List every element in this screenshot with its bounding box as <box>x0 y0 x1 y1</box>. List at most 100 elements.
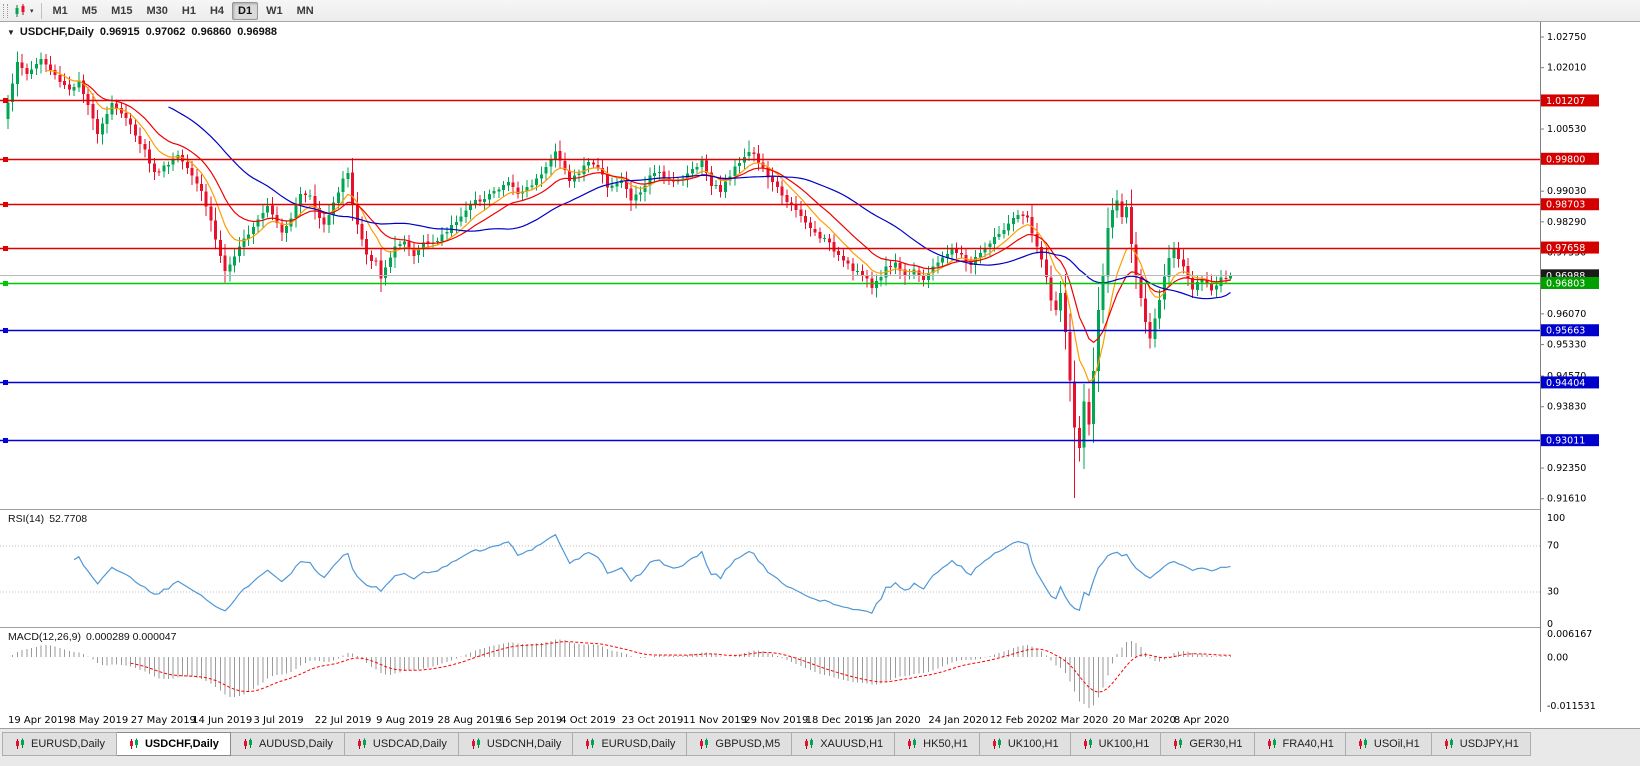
line-handle[interactable] <box>3 328 8 333</box>
chart-tab-hk50-h1[interactable]: HK50,H1 <box>895 732 980 756</box>
timeframe-button-m1[interactable]: M1 <box>47 2 74 20</box>
svg-text:19 Apr 2019: 19 Apr 2019 <box>8 715 70 726</box>
svg-text:9 Aug 2019: 9 Aug 2019 <box>376 715 434 726</box>
svg-text:20 Mar 2020: 20 Mar 2020 <box>1112 715 1175 726</box>
timeframe-button-m15[interactable]: M15 <box>105 2 138 20</box>
chart-tab-eurusd-daily[interactable]: EURUSD,Daily <box>2 732 117 756</box>
price-axis[interactable]: 1.027501.020101.005300.990300.982900.975… <box>1540 22 1640 712</box>
svg-text:12 Feb 2020: 12 Feb 2020 <box>990 715 1052 726</box>
chart-tab-uk100-h1[interactable]: UK100,H1 <box>979 732 1071 756</box>
svg-text:0.93830: 0.93830 <box>1547 402 1586 413</box>
timeframe-button-d1[interactable]: D1 <box>232 1 259 20</box>
svg-text:16 Sep 2019: 16 Sep 2019 <box>499 715 562 726</box>
ma-lines-group <box>45 69 1231 383</box>
timeframe-button-mn[interactable]: MN <box>291 2 320 20</box>
chart-tab-usoil-h1[interactable]: USOil,H1 <box>1345 732 1432 756</box>
line-handle[interactable] <box>3 281 8 286</box>
resistance-price-badge <box>1541 198 1599 211</box>
timeframe-toolbar: ▾ M1 M5 M15 M30 H1 H4 D1 W1 MN <box>0 0 1640 22</box>
timeframe-button-w1[interactable]: W1 <box>260 2 289 20</box>
svg-text:18 Dec 2019: 18 Dec 2019 <box>806 715 870 726</box>
line-handle[interactable] <box>3 380 8 385</box>
svg-text:11 Nov 2019: 11 Nov 2019 <box>683 715 747 726</box>
svg-text:0.96988: 0.96988 <box>1546 271 1585 282</box>
macd-signal-line <box>130 641 1231 693</box>
moving-average-line-ema8 <box>45 69 1231 383</box>
line-handle[interactable] <box>3 98 8 103</box>
svg-text:28 Aug 2019: 28 Aug 2019 <box>438 715 502 726</box>
svg-text:-0.011531: -0.011531 <box>1547 701 1596 712</box>
chart-tab-usdcnh-daily[interactable]: USDCNH,Daily <box>458 732 574 756</box>
chart-tab-gbpusd-m5[interactable]: GBPUSD,M5 <box>687 732 793 756</box>
svg-text:0.99800: 0.99800 <box>1546 154 1585 165</box>
chart-icon <box>1266 738 1278 750</box>
chart-icon <box>1357 738 1369 750</box>
svg-text:0.95663: 0.95663 <box>1546 326 1585 337</box>
svg-text:0.94404: 0.94404 <box>1546 378 1585 389</box>
moving-average-line-ema16 <box>83 82 1231 344</box>
svg-text:1.02010: 1.02010 <box>1547 63 1586 74</box>
resistance-price-badge <box>1541 241 1599 254</box>
svg-text:70: 70 <box>1547 541 1559 552</box>
line-handle[interactable] <box>3 202 8 207</box>
toolbar-separator <box>40 2 42 19</box>
timeframe-button-h4[interactable]: H4 <box>204 2 230 20</box>
chart-window: 1.027501.020101.005300.990300.982900.975… <box>0 22 1640 728</box>
svg-text:0.92350: 0.92350 <box>1547 463 1586 474</box>
line-handle[interactable] <box>3 246 8 251</box>
chart-tab-eurusd-daily[interactable]: EURUSD,Daily <box>573 732 688 756</box>
chart-type-icon[interactable] <box>13 3 28 18</box>
chart-tab-uk100-h1[interactable]: UK100,H1 <box>1070 732 1162 756</box>
svg-text:24 Jan 2020: 24 Jan 2020 <box>928 715 988 726</box>
svg-text:30: 30 <box>1547 587 1559 598</box>
chart-icon <box>698 738 710 750</box>
line-handle[interactable] <box>3 157 8 162</box>
chart-canvas[interactable]: 1.027501.020101.005300.990300.982900.975… <box>0 22 1640 728</box>
timeframe-button-h1[interactable]: H1 <box>176 2 202 20</box>
svg-text:22 Jul 2019: 22 Jul 2019 <box>315 715 372 726</box>
line-handle[interactable] <box>3 438 8 443</box>
chart-type-caret-icon[interactable]: ▾ <box>30 7 34 15</box>
svg-text:0.93011: 0.93011 <box>1546 436 1585 447</box>
svg-text:100: 100 <box>1547 513 1565 524</box>
chart-tab-fra40-h1[interactable]: FRA40,H1 <box>1254 732 1346 756</box>
chart-tab-xauusd-h1[interactable]: XAUUSD,H1 <box>792 732 896 756</box>
chart-icon <box>906 738 918 750</box>
chart-icon <box>991 738 1003 750</box>
resistance-price-badge <box>1541 94 1599 107</box>
chart-tab-usdchf-daily[interactable]: USDCHF,Daily <box>116 732 231 756</box>
symbol-dropdown-icon[interactable]: ▼ <box>7 27 15 37</box>
chart-icon <box>128 738 140 750</box>
svg-text:0.98290: 0.98290 <box>1547 217 1586 228</box>
svg-text:8 May 2019: 8 May 2019 <box>69 715 128 726</box>
svg-text:1.02750: 1.02750 <box>1547 32 1586 43</box>
moving-average-line-sma34 <box>168 106 1231 300</box>
chart-tab-usdcad-daily[interactable]: USDCAD,Daily <box>344 732 459 756</box>
svg-text:0.00: 0.00 <box>1547 652 1568 663</box>
chart-tab-audusd-daily[interactable]: AUDUSD,Daily <box>230 732 345 756</box>
support-price-badge <box>1541 324 1599 337</box>
chart-icon <box>1172 738 1184 750</box>
support-price-badge <box>1541 376 1599 389</box>
rsi-line <box>73 533 1231 614</box>
svg-text:6 Jan 2020: 6 Jan 2020 <box>867 715 921 726</box>
green-level-price-badge <box>1541 276 1599 289</box>
chart-icon <box>242 738 254 750</box>
svg-text:0: 0 <box>1547 619 1553 630</box>
toolbar-grip[interactable] <box>3 3 8 18</box>
chart-icon <box>14 738 26 750</box>
svg-text:0.96803: 0.96803 <box>1546 278 1585 289</box>
svg-text:0.96070: 0.96070 <box>1547 309 1586 320</box>
macd-histogram <box>12 639 1231 708</box>
svg-text:3 Jul 2019: 3 Jul 2019 <box>253 715 303 726</box>
svg-text:27 May 2019: 27 May 2019 <box>131 715 196 726</box>
resistance-price-badge <box>1541 152 1599 165</box>
svg-text:0.006167: 0.006167 <box>1547 629 1592 640</box>
chart-icon <box>803 738 815 750</box>
chart-tab-ger30-h1[interactable]: GER30,H1 <box>1161 732 1255 756</box>
timeframe-button-m30[interactable]: M30 <box>140 2 173 20</box>
chart-tab-usdjpy-h1[interactable]: USDJPY,H1 <box>1431 732 1531 756</box>
timeframe-button-m5[interactable]: M5 <box>76 2 103 20</box>
svg-text:0.95330: 0.95330 <box>1547 340 1586 351</box>
